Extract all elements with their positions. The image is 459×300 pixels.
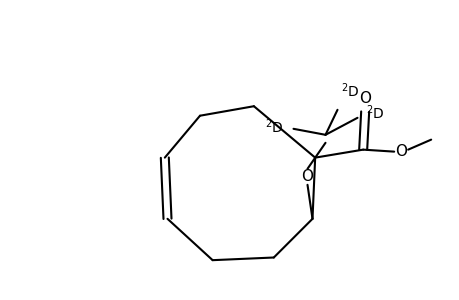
- Text: O: O: [358, 91, 370, 106]
- Text: O: O: [394, 144, 406, 159]
- Text: $^{2}$D: $^{2}$D: [264, 118, 283, 136]
- Text: $^{2}$D: $^{2}$D: [365, 103, 383, 122]
- Text: $^{2}$D: $^{2}$D: [340, 81, 358, 100]
- Text: O: O: [301, 169, 313, 184]
